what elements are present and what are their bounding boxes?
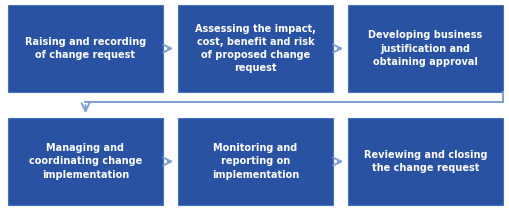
FancyBboxPatch shape [8,118,163,205]
FancyBboxPatch shape [178,5,333,92]
Text: Monitoring and
reporting on
implementation: Monitoring and reporting on implementati… [212,143,299,180]
FancyBboxPatch shape [8,5,163,92]
FancyBboxPatch shape [348,118,503,205]
Text: Developing business
justification and
obtaining approval: Developing business justification and ob… [369,30,483,67]
FancyBboxPatch shape [178,118,333,205]
FancyBboxPatch shape [348,5,503,92]
Text: Managing and
coordinating change
implementation: Managing and coordinating change impleme… [29,143,142,180]
Text: Assessing the impact,
cost, benefit and risk
of proposed change
request: Assessing the impact, cost, benefit and … [195,24,316,73]
Text: Reviewing and closing
the change request: Reviewing and closing the change request [364,150,487,173]
Text: Raising and recording
of change request: Raising and recording of change request [25,37,146,60]
